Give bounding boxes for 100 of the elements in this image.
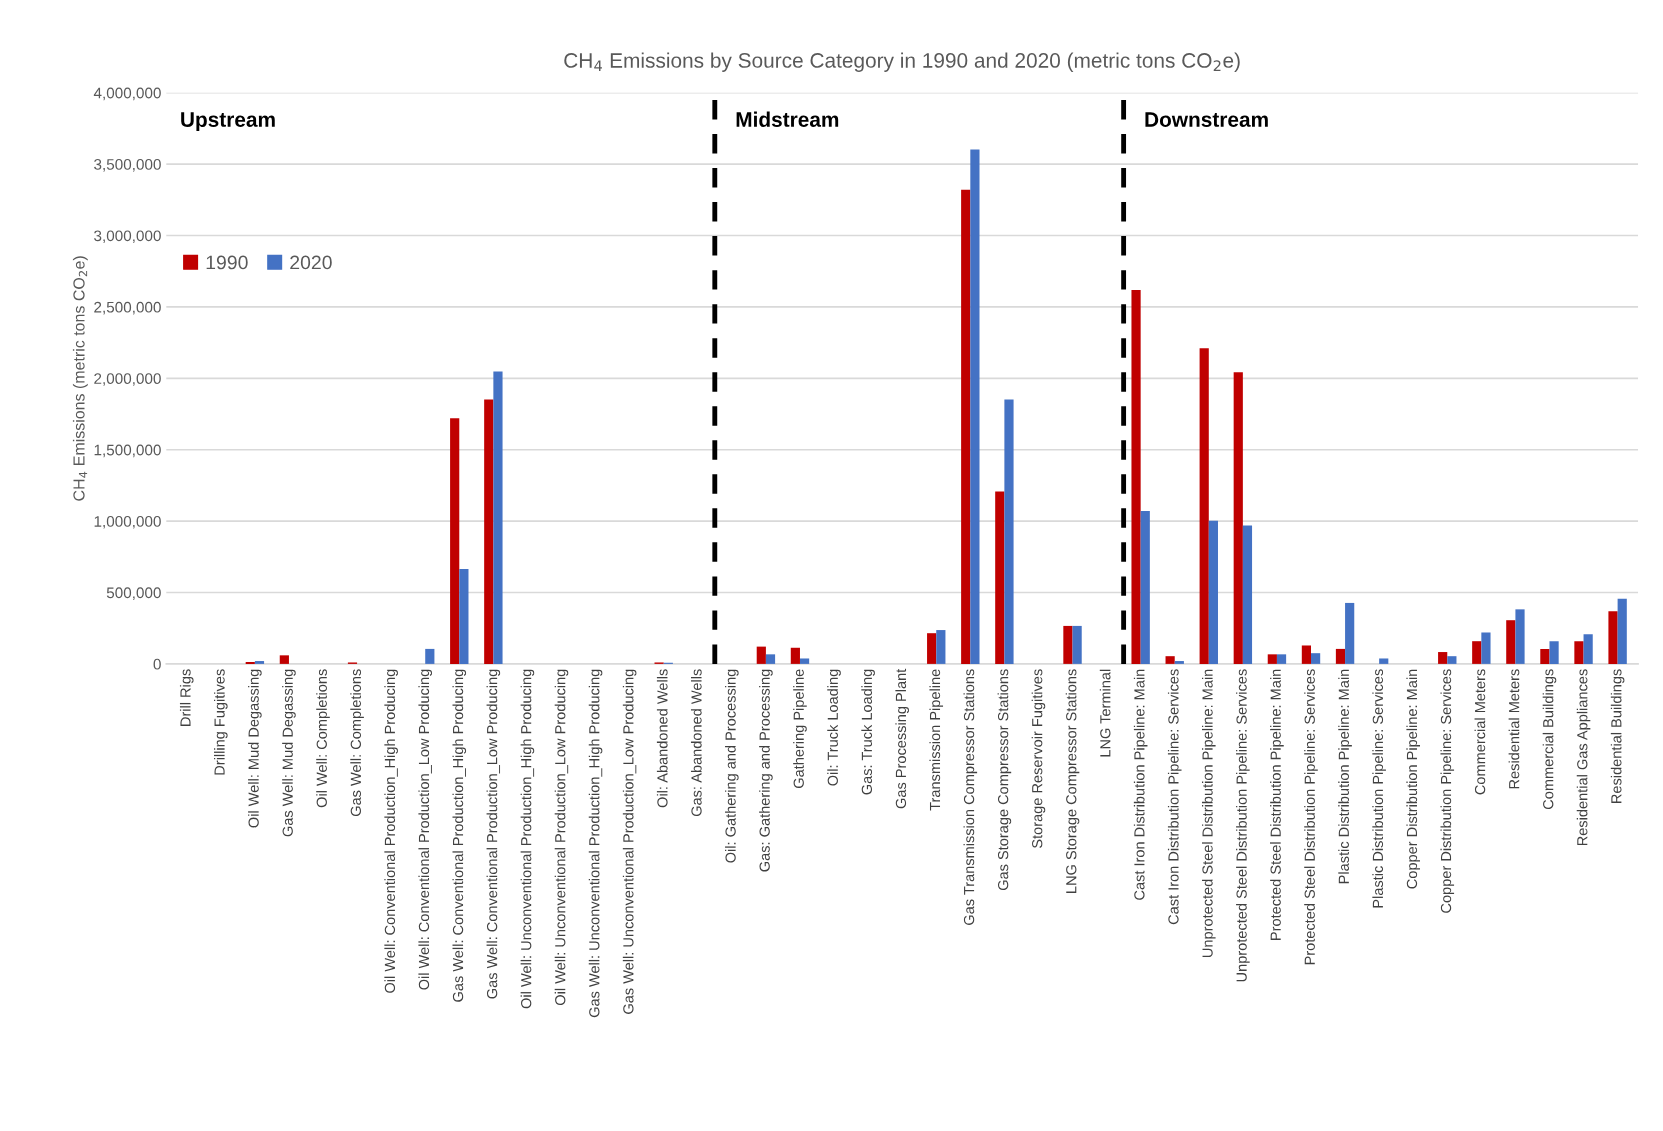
bar (450, 418, 460, 664)
x-tick-label: Cast Iron Distribution Pipeline: Main (1133, 669, 1148, 900)
x-tick-label: Transmission Pipeline (929, 669, 944, 811)
x-tick-label: Gas Well: Conventional Production_Low Producing (486, 669, 501, 999)
bar (1233, 372, 1243, 664)
x-tick-label: Oil: Truck Loading (827, 669, 841, 786)
x-tick-label: Gas: Truck Loading (861, 669, 875, 795)
x-tick-label: Commercial Buildings (1542, 669, 1557, 810)
y-tick-label: 3,500,000 (94, 159, 161, 172)
bar (1208, 520, 1218, 664)
y-axis-title: CH$_{4}$ Emissions (metric tons CO$_{2}$e) (72, 256, 88, 501)
x-tick-label: Gas Processing Plant (895, 668, 909, 809)
x-tick-label: Copper Distribution Pipeline: Services (1440, 669, 1455, 913)
bar (1072, 625, 1082, 664)
bar (1140, 511, 1150, 664)
y-tick-label: 500,000 (106, 587, 161, 600)
y-tick-label: 1,000,000 (94, 515, 161, 529)
x-tick-label: Gas Well: Conventional Production_High Producing (452, 669, 467, 1002)
legend-label: 2020 (290, 255, 332, 270)
x-tick-label: LNG Terminal (1099, 669, 1111, 757)
annotation: Upstream (181, 112, 275, 132)
bar (1311, 653, 1321, 664)
bar (936, 630, 946, 664)
x-tick-label: Commercial Meters (1474, 669, 1486, 795)
x-tick-label: Gas: Abandoned Wells (690, 669, 702, 817)
bar (1174, 661, 1184, 664)
x-tick-label: Oil: Abandoned Wells (656, 669, 668, 808)
bar (799, 658, 810, 664)
annotation: Downstream (1145, 112, 1268, 127)
bar (1063, 625, 1073, 664)
bar (970, 149, 980, 664)
x-tick-label: Plastic Distribution Pipeline: Main (1338, 669, 1352, 884)
y-tick-label: 1,500,000 (94, 444, 161, 458)
bar (1335, 648, 1346, 664)
y-tick-label: 2,000,000 (94, 373, 161, 386)
bar (961, 189, 971, 664)
x-tick-label: LNG Storage Compressor Stations (1065, 669, 1080, 893)
bar (1481, 632, 1491, 664)
bar (765, 654, 776, 664)
bar (1345, 602, 1355, 664)
bar (1447, 656, 1457, 664)
bar (1379, 658, 1389, 664)
x-tick-label: Residential Gas Appliances (1576, 669, 1591, 846)
x-tick-label: Gas Well: Unconventional Production_Low Producing (622, 669, 637, 1014)
x-tick-label: Drill Rigs (179, 669, 194, 726)
bar (1583, 634, 1593, 664)
x-tick-label: Gas: Gathering and Processing (759, 669, 773, 872)
x-tick-label: Residential Meters (1508, 669, 1520, 789)
x-tick-label: Gas Well: Unconventional Production_High Producing (588, 669, 603, 1018)
legend-label: 1990 (206, 255, 248, 270)
x-tick-label: Gas Well: Mud Degassing (282, 669, 296, 837)
y-tick-label: 3,000,000 (94, 230, 161, 244)
bar (995, 491, 1005, 664)
x-tick-label: Cast Iron Distribution Pipeline: Services (1167, 669, 1182, 925)
y-tick-label: 2,500,000 (94, 301, 161, 315)
x-tick-label: Oil Well: Mud Degassing (248, 669, 262, 828)
x-tick-label: Gas Storage Compressor Stations (997, 669, 1012, 891)
bar (1472, 641, 1482, 664)
x-tick-label: Protected Steel Distribution Pipeline: Services (1304, 669, 1318, 965)
x-tick-label: Gas Well: Completions (350, 669, 364, 817)
bar (1617, 598, 1627, 664)
x-tick-label: Residential Buildings (1610, 669, 1625, 803)
bar (1004, 399, 1014, 664)
x-tick-label: Oil Well: Conventional Production_High Producing (384, 669, 398, 993)
bar (1515, 609, 1525, 664)
bar (1242, 525, 1253, 664)
bar (1549, 641, 1559, 664)
x-tick-label: Storage Reservoir Fugitives (1031, 669, 1046, 849)
x-tick-label: Gathering Pipeline (793, 669, 807, 788)
x-tick-label: Drilling Fugitives (214, 669, 228, 775)
bar (927, 633, 937, 664)
bar (484, 399, 494, 664)
bar (1131, 290, 1141, 664)
bar (1267, 654, 1277, 664)
chart-title: CH$_{4}$ Emissions by Source Category in 1990 and 2020 (metric tons CO$_{2}$e) (564, 52, 1240, 72)
annotation: Midstream (736, 111, 839, 127)
x-tick-label: Oil Well: Unconventional Production_High Producing (520, 669, 535, 1009)
bar (756, 646, 766, 664)
x-tick-label: Plastic Distribution Pipeline: Services (1372, 669, 1386, 908)
x-tick-label: Oil Well: Unconventional Production_Low Producing (554, 669, 569, 1006)
x-tick-label: Unprotected Steel Distribution Pipeline: Services (1236, 669, 1250, 982)
x-tick-label: Unprotected Steel Distribution Pipeline: Main (1202, 669, 1216, 957)
x-tick-label: Gas Transmission Compressor Stations (963, 669, 978, 925)
x-tick-label: Protected Steel Distribution Pipeline: Main (1270, 669, 1284, 940)
x-tick-label: Copper Distribution Pipeline: Main (1406, 669, 1420, 889)
bar (425, 648, 435, 664)
bar (279, 655, 289, 664)
bar (1574, 641, 1584, 664)
bar (493, 371, 503, 664)
x-tick-label: Oil Well: Completions (316, 669, 330, 808)
bar (1438, 652, 1448, 664)
bar (459, 569, 469, 664)
bar (1506, 620, 1516, 664)
bar (1165, 656, 1175, 664)
bar (790, 647, 800, 664)
y-tick-label: 0 (153, 658, 161, 670)
x-tick-label: Oil: Gathering and Processing (725, 669, 739, 863)
x-tick-label: Oil Well: Conventional Production_Low Producing (418, 669, 433, 990)
y-tick-label: 4,000,000 (93, 87, 161, 101)
bar (1199, 348, 1209, 664)
